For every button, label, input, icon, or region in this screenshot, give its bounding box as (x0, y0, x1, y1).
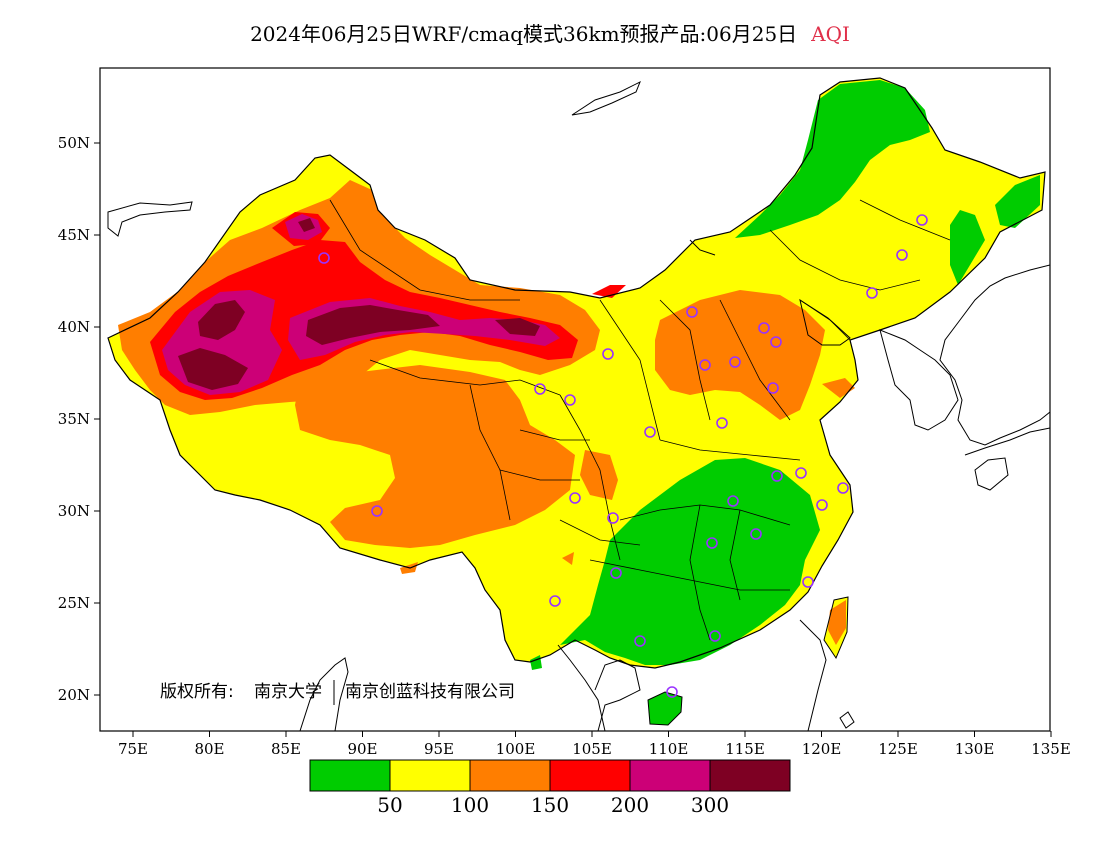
station-marker (564, 394, 576, 406)
x-axis: 75E 80E 85E 90E 95E 100E 105E 110E 115E 120E 125E 1… (118, 731, 1071, 758)
x-tick-label: 105E (572, 740, 612, 758)
hainan-island (648, 692, 682, 725)
map-frame (99, 67, 1051, 732)
x-tick-label: 85E (271, 740, 301, 758)
y-tick-label: 30N (58, 502, 90, 520)
station-marker (729, 356, 741, 368)
y-tick-label: 40N (58, 318, 90, 336)
x-tick-label: 95E (424, 740, 454, 758)
station-marker (727, 495, 739, 507)
legend-swatch (629, 759, 711, 792)
station-marker (602, 348, 614, 360)
y-axis: 50N 45N 40N 35N 30N 25N 20N (58, 134, 100, 704)
station-marker (706, 537, 718, 549)
x-tick-label: 90E (347, 740, 377, 758)
station-marker (758, 322, 770, 334)
legend-swatch (469, 759, 551, 792)
station-marker (716, 417, 728, 429)
station-marker (699, 359, 711, 371)
station-marker (644, 426, 656, 438)
station-marker (770, 336, 782, 348)
station-marker (795, 467, 807, 479)
station-marker (709, 630, 721, 642)
station-markers (318, 214, 928, 698)
x-tick-label: 135E (1031, 740, 1071, 758)
x-tick-label: 130E (955, 740, 995, 758)
legend-swatch (309, 759, 391, 792)
chart-title: 2024年06月25日WRF/cmaq模式36km预报产品:06月25日 AQI (0, 18, 1100, 47)
station-marker (816, 499, 828, 511)
legend-swatch (709, 759, 791, 792)
coastlines (107, 80, 1050, 731)
legend-swatch (549, 759, 631, 792)
x-tick-label: 75E (118, 740, 148, 758)
legend-threshold-label: 300 (691, 793, 729, 817)
copyright-org1: 南京大学 (254, 682, 322, 702)
station-marker (767, 382, 779, 394)
station-marker (866, 287, 878, 299)
station-marker (607, 512, 619, 524)
x-tick-label: 80E (194, 740, 224, 758)
station-marker (666, 686, 678, 698)
station-marker (896, 249, 908, 261)
copyright-block: 版权所有: 南京大学 南京创蓝科技有限公司 (160, 680, 515, 705)
station-marker (802, 576, 814, 588)
station-marker (686, 306, 698, 318)
station-marker (534, 383, 546, 395)
copyright-owner-label: 版权所有: (160, 682, 234, 702)
station-marker (569, 492, 581, 504)
y-tick-label: 35N (58, 410, 90, 428)
title-variable: AQI (811, 22, 850, 46)
x-tick-label: 110E (649, 740, 689, 758)
legend-threshold-label: 100 (451, 793, 489, 817)
x-tick-label: 115E (725, 740, 765, 758)
china-border (107, 77, 1046, 669)
x-tick-label: 120E (802, 740, 842, 758)
y-tick-label: 20N (58, 686, 90, 704)
legend-swatch (389, 759, 471, 792)
station-marker (371, 505, 383, 517)
title-main: 2024年06月25日WRF/cmaq模式36km预报产品:06月25日 (250, 22, 798, 46)
legend-threshold-label: 150 (531, 793, 569, 817)
y-tick-label: 25N (58, 594, 90, 612)
hainan-outline (647, 691, 683, 726)
station-marker (634, 635, 646, 647)
station-marker (837, 482, 849, 494)
station-marker (610, 567, 622, 579)
y-tick-label: 45N (58, 226, 90, 244)
station-marker (771, 470, 783, 482)
station-marker (750, 528, 762, 540)
y-tick-label: 50N (58, 134, 90, 152)
legend-threshold-label: 200 (611, 793, 649, 817)
province-borders (329, 199, 951, 641)
station-marker (916, 214, 928, 226)
aqi-legend: 50 100 150 200 300 (309, 759, 791, 817)
x-tick-label: 100E (496, 740, 536, 758)
map-content: 版权所有: 南京大学 南京创蓝科技有限公司 (107, 77, 1050, 731)
taiwan-outline (823, 596, 849, 660)
station-marker (318, 252, 330, 264)
x-tick-label: 125E (878, 740, 918, 758)
station-marker (549, 595, 561, 607)
aqi-band-maroon (178, 218, 540, 390)
legend-threshold-label: 50 (377, 793, 402, 817)
copyright-org2: 南京创蓝科技有限公司 (345, 682, 515, 702)
